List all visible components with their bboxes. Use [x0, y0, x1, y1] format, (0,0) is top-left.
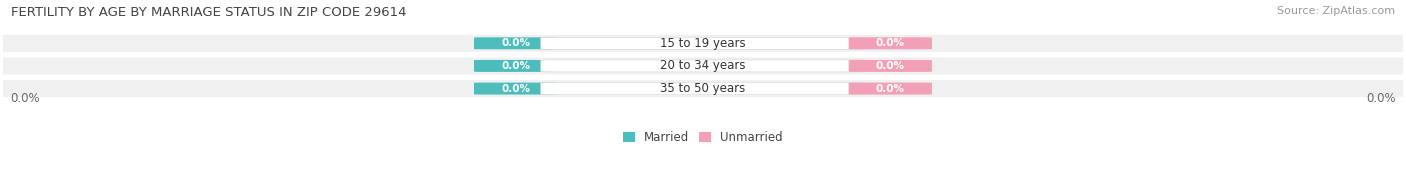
Text: Source: ZipAtlas.com: Source: ZipAtlas.com — [1277, 6, 1395, 16]
FancyBboxPatch shape — [474, 83, 557, 94]
FancyBboxPatch shape — [474, 37, 557, 49]
FancyBboxPatch shape — [540, 83, 866, 94]
FancyBboxPatch shape — [540, 37, 866, 49]
FancyBboxPatch shape — [849, 60, 932, 72]
Text: 15 to 19 years: 15 to 19 years — [661, 37, 745, 50]
Text: 20 to 34 years: 20 to 34 years — [661, 59, 745, 73]
Text: 0.0%: 0.0% — [10, 92, 39, 105]
FancyBboxPatch shape — [474, 60, 557, 72]
Text: 35 to 50 years: 35 to 50 years — [661, 82, 745, 95]
FancyBboxPatch shape — [0, 57, 1406, 74]
Text: 0.0%: 0.0% — [876, 61, 905, 71]
Text: 0.0%: 0.0% — [501, 83, 530, 93]
FancyBboxPatch shape — [0, 80, 1406, 97]
Text: 0.0%: 0.0% — [501, 38, 530, 48]
FancyBboxPatch shape — [849, 83, 932, 94]
Text: 0.0%: 0.0% — [876, 38, 905, 48]
Text: FERTILITY BY AGE BY MARRIAGE STATUS IN ZIP CODE 29614: FERTILITY BY AGE BY MARRIAGE STATUS IN Z… — [11, 6, 406, 19]
Text: 0.0%: 0.0% — [876, 83, 905, 93]
Text: 0.0%: 0.0% — [501, 61, 530, 71]
Legend: Married, Unmarried: Married, Unmarried — [619, 126, 787, 149]
Text: 0.0%: 0.0% — [1367, 92, 1396, 105]
FancyBboxPatch shape — [540, 60, 866, 72]
FancyBboxPatch shape — [849, 37, 932, 49]
FancyBboxPatch shape — [0, 35, 1406, 52]
